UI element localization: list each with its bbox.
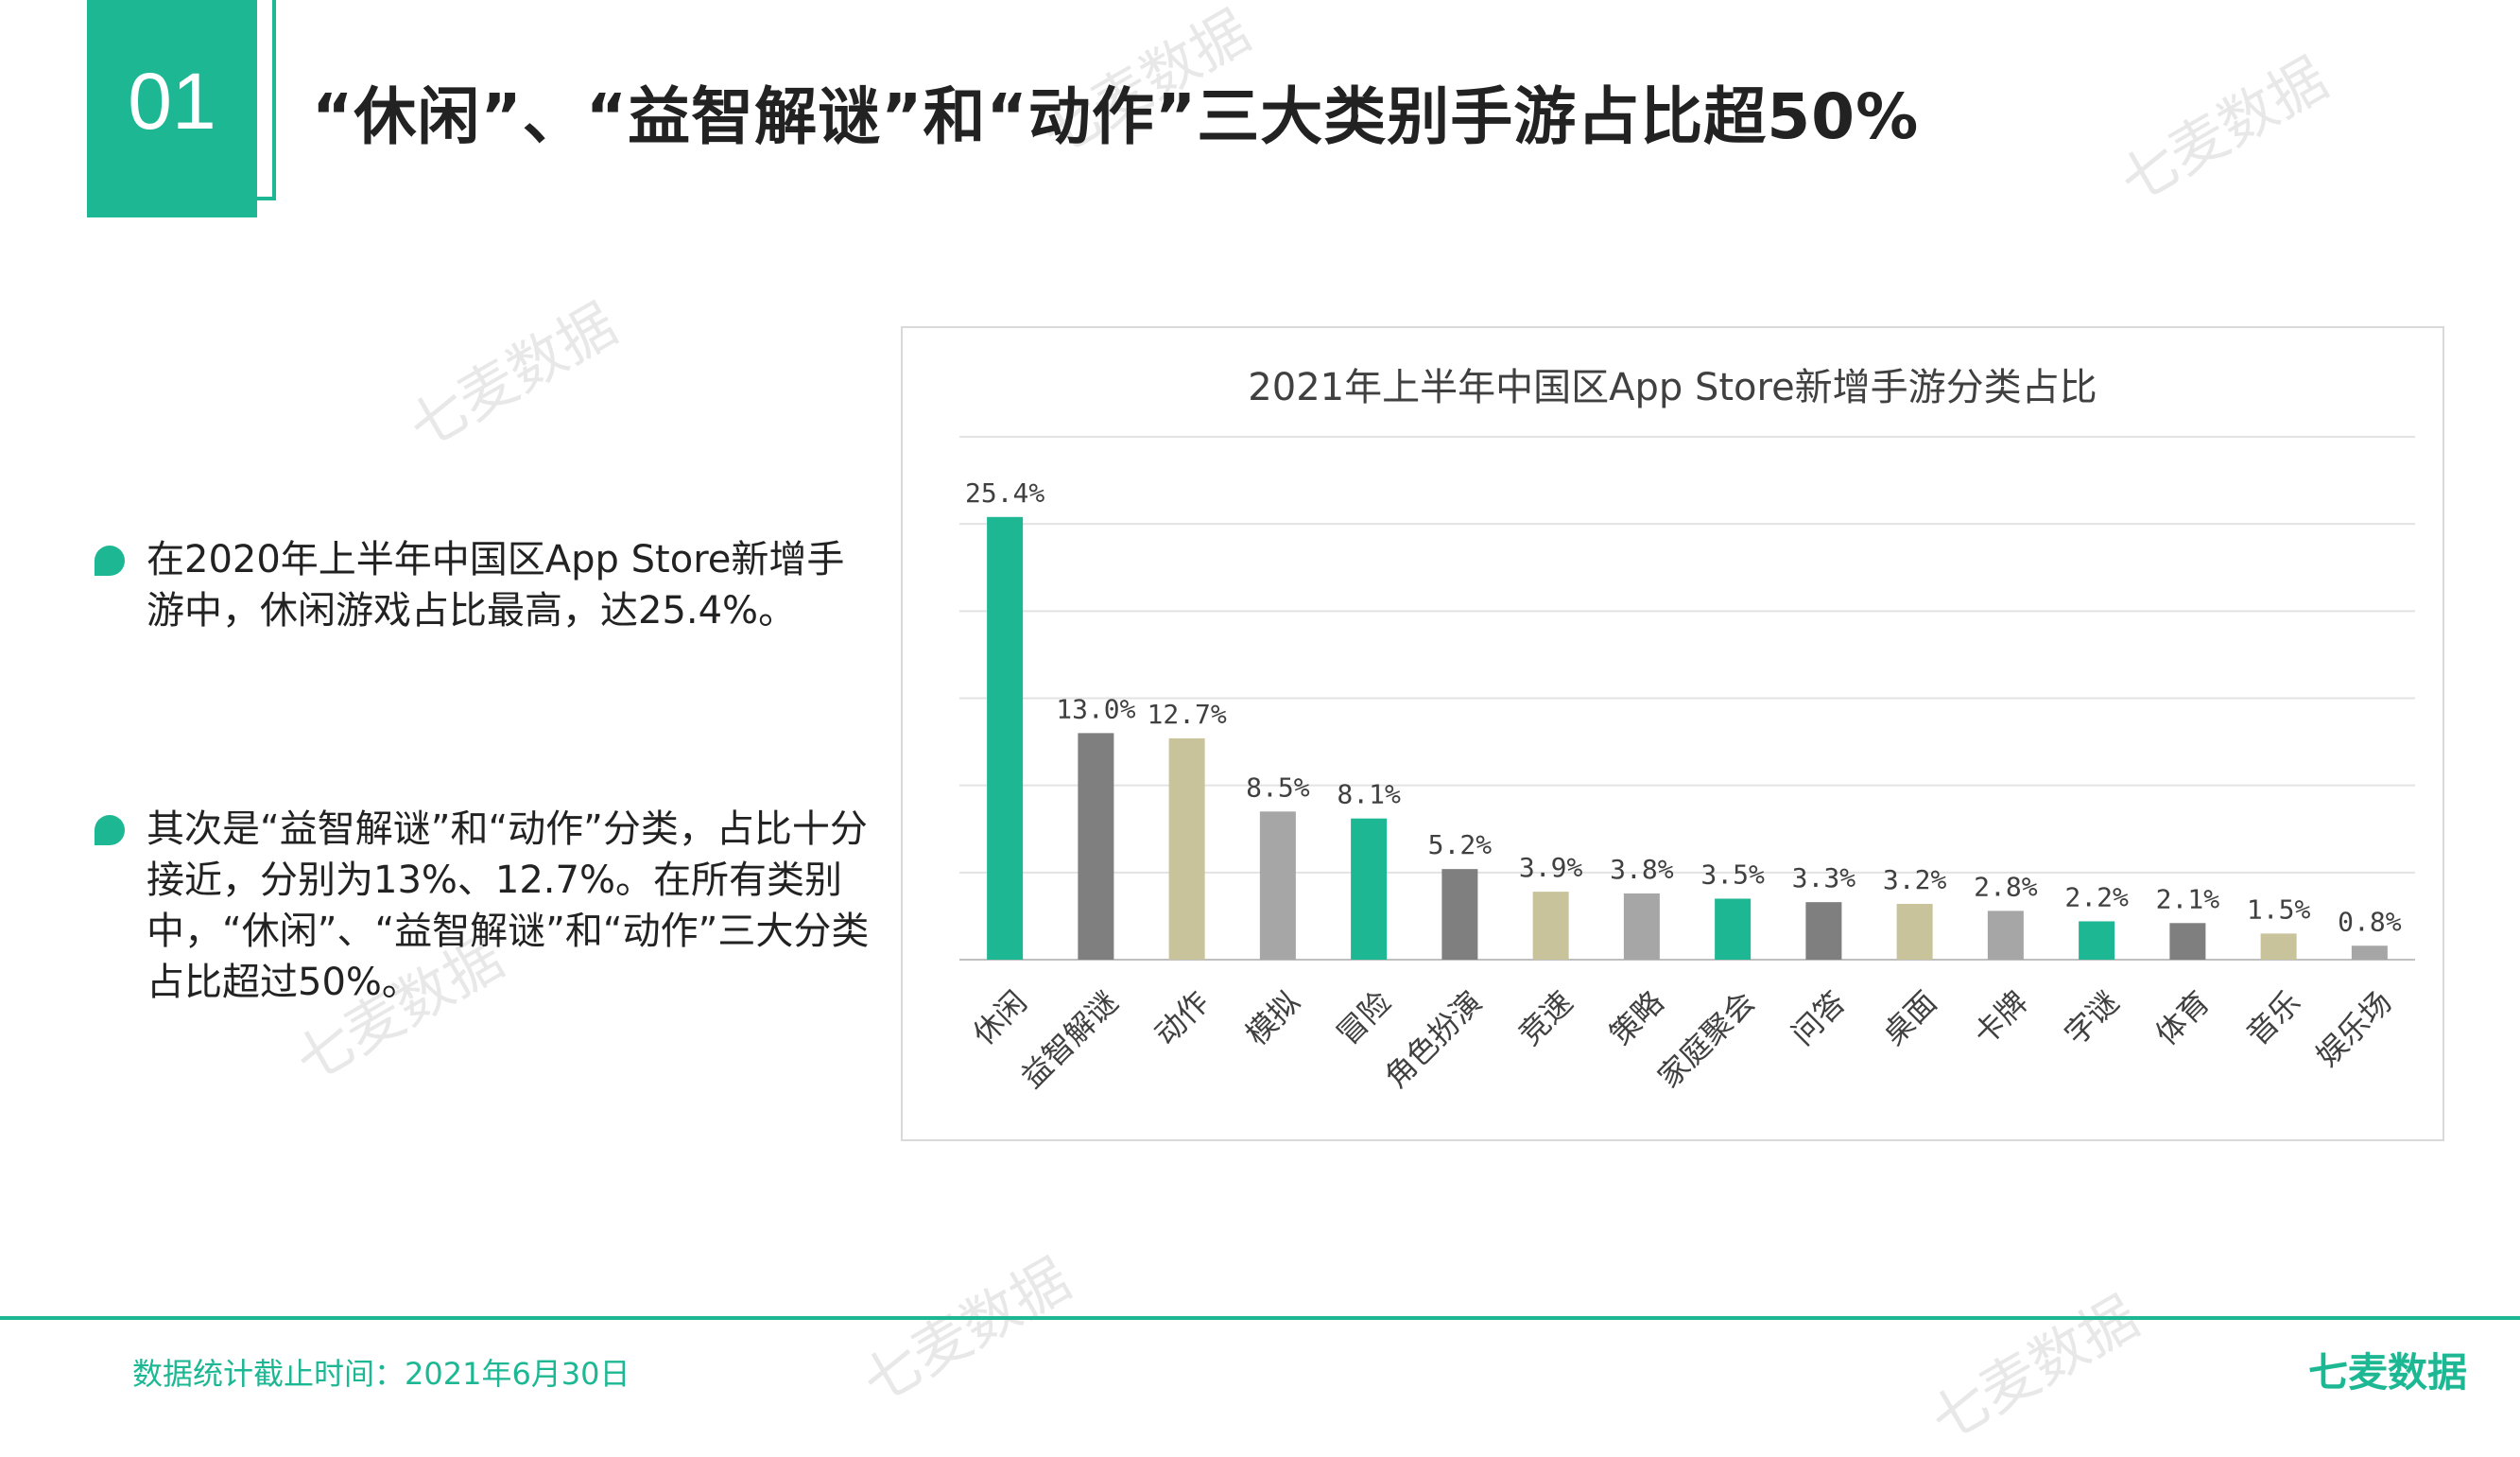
watermark: 七麦数据 <box>2109 44 2339 217</box>
footer-divider <box>0 1316 2520 1320</box>
data-label: 3.8% <box>1610 854 1674 885</box>
bar-chart: 25.4% 休闲 13.0% 益智解谜 12.7% 动作 8.5% 模拟 8.1% 冒险 5.2% 角… <box>959 436 2415 1095</box>
bullet-item-2: 其次是“益智解谜”和“动作”分类，占比十分接近，分别为13%、12.7%。在所有… <box>95 804 879 1008</box>
x-tick-label: 角色扮演 <box>1378 984 1489 1095</box>
x-tick-label: 娱乐场 <box>2309 984 2399 1074</box>
footer-date: 数据统计截止时间：2021年6月30日 <box>132 1356 630 1392</box>
bar <box>2351 945 2388 960</box>
data-label: 12.7% <box>1147 699 1226 730</box>
bullet-item-1: 在2020年上半年中国区App Store新增手游中，休闲游戏占比最高，达25.… <box>95 534 879 636</box>
bar <box>1351 818 1388 960</box>
x-tick-label: 冒险 <box>1330 984 1398 1052</box>
bullet-text-2: 其次是“益智解谜”和“动作”分类，占比十分接近，分别为13%、12.7%。在所有… <box>147 807 870 1004</box>
data-label: 5.2% <box>1428 829 1493 860</box>
x-tick-label: 音乐 <box>2239 984 2307 1052</box>
footer-brand-logo: 七麦数据 <box>2307 1349 2467 1396</box>
bar <box>987 516 1024 960</box>
data-label: 8.1% <box>1337 779 1401 810</box>
x-tick-label: 家庭聚会 <box>1650 984 1761 1095</box>
bar <box>1532 892 1569 960</box>
x-tick-label: 字谜 <box>2058 984 2126 1052</box>
x-tick-label: 问答 <box>1785 984 1853 1052</box>
x-tick-label: 桌面 <box>1875 984 1943 1052</box>
x-tick-label: 竞速 <box>1511 984 1579 1052</box>
bar <box>1896 904 1933 960</box>
bar <box>1805 902 1842 960</box>
bar <box>1987 911 2024 960</box>
data-label: 25.4% <box>965 477 1044 509</box>
chart-title: 2021年上半年中国区App Store新增手游分类占比 <box>1248 366 2097 409</box>
bullet-leaf-icon <box>95 815 125 845</box>
chart-container: 2021年上半年中国区App Store新增手游分类占比 25.4% 休闲 13.0… <box>901 326 2444 1141</box>
x-tick-label: 体育 <box>2149 984 2217 1052</box>
data-label: 13.0% <box>1056 693 1135 724</box>
bar <box>2169 923 2206 960</box>
watermark: 七麦数据 <box>398 290 629 462</box>
bar <box>1168 737 1205 960</box>
bar <box>1715 898 1752 960</box>
data-label: 8.5% <box>1246 772 1310 803</box>
x-tick-label: 模拟 <box>1238 984 1306 1052</box>
data-label: 2.8% <box>1974 871 2038 902</box>
bar <box>1078 733 1114 960</box>
data-label: 3.3% <box>1792 862 1856 893</box>
bar <box>2260 933 2297 960</box>
x-tick-label: 益智解谜 <box>1014 984 1125 1095</box>
data-label: 3.2% <box>1883 864 1947 895</box>
bar <box>2079 921 2115 960</box>
section-number: 01 <box>128 56 216 146</box>
bullet-leaf-icon <box>95 546 125 576</box>
data-label: 2.1% <box>2156 883 2220 914</box>
data-label: 1.5% <box>2247 893 2311 925</box>
watermark: 七麦数据 <box>852 1245 1082 1417</box>
x-tick-label: 动作 <box>1148 984 1216 1052</box>
bullet-text-1: 在2020年上半年中国区App Store新增手游中，休闲游戏占比最高，达25.… <box>147 538 845 633</box>
section-number-badge: 01 <box>87 0 257 217</box>
x-tick-label: 休闲 <box>966 984 1034 1052</box>
data-label: 3.5% <box>1700 859 1765 890</box>
bar <box>1259 811 1296 960</box>
page-title: “休闲”、“益智解谜”和“动作”三大类别手游占比超50% <box>312 80 1920 153</box>
x-tick-label: 策略 <box>1602 984 1670 1052</box>
x-tick-label: 卡牌 <box>1966 984 2034 1052</box>
data-label: 2.2% <box>2064 881 2129 912</box>
data-label: 3.9% <box>1519 852 1583 883</box>
watermark: 七麦数据 <box>1920 1283 2150 1455</box>
data-label: 0.8% <box>2338 906 2402 937</box>
bar <box>1623 893 1660 960</box>
bar <box>1441 869 1478 960</box>
